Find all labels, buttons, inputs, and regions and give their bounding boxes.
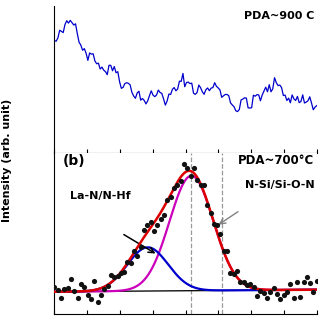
Point (301, 280, 306, 285)
Point (108, 273, 113, 278)
Text: N-Si/Si-O-N: N-Si/Si-O-N (244, 180, 314, 190)
Point (288, 282, 293, 287)
Point (102, 287, 107, 292)
Point (311, 290, 316, 295)
Point (151, 228, 156, 234)
Point (188, 173, 193, 178)
Point (314, 278, 319, 283)
Point (82, 284, 87, 289)
Point (165, 197, 170, 202)
Point (244, 282, 250, 287)
Point (52, 285, 57, 290)
Point (105, 283, 110, 288)
Point (62, 287, 67, 292)
Point (228, 271, 233, 276)
Point (175, 182, 180, 187)
Point (264, 295, 269, 300)
Point (191, 165, 196, 170)
Text: PDA~700°C: PDA~700°C (238, 154, 314, 167)
Point (211, 221, 216, 226)
Point (78, 281, 84, 286)
Point (122, 270, 127, 275)
Point (231, 271, 236, 276)
Text: Intensity (arb. unit): Intensity (arb. unit) (2, 98, 12, 222)
Point (268, 290, 273, 295)
Point (112, 274, 117, 279)
Point (59, 295, 64, 300)
Point (261, 291, 266, 296)
Point (294, 279, 300, 284)
Point (254, 293, 260, 298)
Point (201, 183, 206, 188)
Point (68, 276, 74, 282)
Point (291, 295, 296, 300)
Point (75, 295, 80, 300)
Point (135, 253, 140, 258)
Point (158, 217, 163, 222)
Point (284, 289, 290, 294)
Point (148, 219, 153, 224)
Point (72, 288, 77, 293)
Point (304, 275, 309, 280)
Point (271, 285, 276, 291)
Point (185, 166, 190, 171)
Point (225, 249, 230, 254)
Point (278, 297, 283, 302)
Point (132, 248, 137, 253)
Point (215, 222, 220, 228)
Point (168, 194, 173, 199)
Point (172, 186, 177, 191)
Point (141, 228, 147, 233)
Point (195, 178, 200, 183)
Point (258, 289, 263, 294)
Point (98, 292, 103, 298)
Point (248, 282, 253, 287)
Point (55, 288, 60, 293)
Point (155, 222, 160, 227)
Point (92, 279, 97, 284)
Point (85, 292, 90, 297)
Point (115, 274, 120, 279)
Point (308, 280, 313, 285)
Point (95, 300, 100, 305)
Point (198, 182, 203, 188)
Point (138, 245, 143, 250)
Point (218, 231, 223, 236)
Point (298, 294, 303, 299)
Point (274, 291, 279, 296)
Point (88, 296, 93, 301)
Point (251, 284, 256, 290)
Point (241, 280, 246, 285)
Point (238, 279, 243, 284)
Point (162, 212, 167, 217)
Text: (b): (b) (62, 154, 85, 168)
Point (118, 270, 124, 275)
Point (65, 285, 70, 291)
Point (128, 260, 133, 266)
Text: La-N/N-Hf: La-N/N-Hf (70, 191, 131, 201)
Point (204, 202, 210, 207)
Point (235, 269, 240, 274)
Text: PDA~900 C: PDA~900 C (244, 11, 314, 21)
Point (145, 223, 150, 228)
Point (221, 248, 226, 253)
Point (178, 178, 183, 183)
Point (125, 260, 130, 265)
Point (181, 161, 187, 166)
Point (208, 210, 213, 215)
Point (281, 292, 286, 298)
